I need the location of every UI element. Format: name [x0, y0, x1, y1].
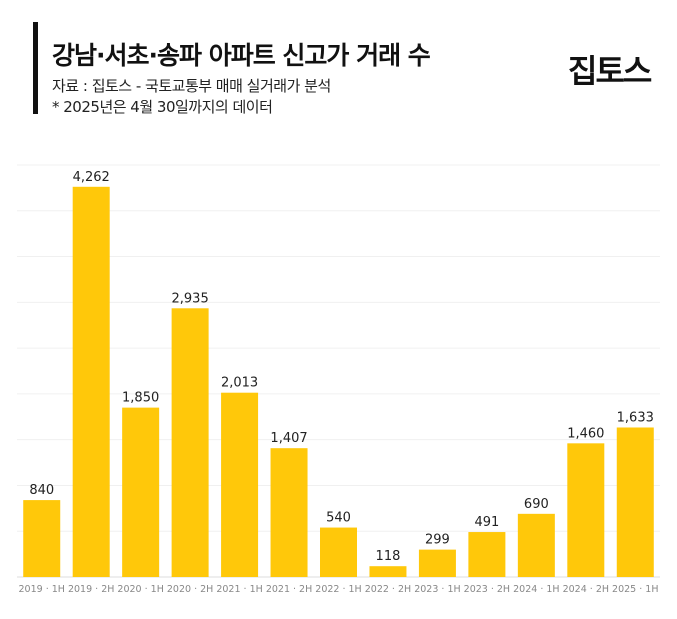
x-tick-label: 2020 · 2H — [167, 584, 213, 595]
bar — [468, 532, 506, 577]
x-tick-label: 2022 · 1H — [315, 584, 361, 595]
data-label: 2,935 — [172, 291, 209, 306]
data-label: 2,013 — [221, 376, 258, 391]
data-label: 491 — [474, 515, 499, 530]
data-label: 540 — [326, 511, 351, 526]
bar — [122, 407, 160, 577]
bar — [72, 186, 110, 577]
bar — [320, 527, 357, 577]
x-tick-label: 2025 · 1H — [612, 584, 658, 595]
x-tick-label: 2019 · 1H — [19, 584, 65, 595]
logo: 집토스 — [568, 52, 652, 90]
bar — [221, 392, 259, 577]
bar — [418, 549, 456, 577]
x-tick-label: 2023 · 1H — [414, 584, 460, 595]
x-tick-label: 2023 · 2H — [464, 584, 510, 595]
bar — [567, 443, 605, 577]
x-tick-label: 2021 · 2H — [266, 584, 312, 595]
note-text: * 2025년은 4월 30일까지의 데이터 — [52, 98, 273, 116]
x-tick-label: 2022 · 2H — [365, 584, 411, 595]
chart-title: 강남·서초·송파 아파트 신고가 거래 수 — [52, 41, 431, 70]
x-tick-label: 2020 · 1H — [117, 584, 163, 595]
title-accent-bar — [33, 22, 38, 114]
x-tick-label: 2024 · 2H — [563, 584, 609, 595]
bar — [23, 500, 61, 577]
data-label: 299 — [425, 533, 450, 548]
x-tick-label: 2019 · 2H — [68, 584, 114, 595]
data-label: 1,407 — [270, 431, 307, 446]
bar — [517, 513, 555, 577]
data-label: 1,633 — [617, 410, 654, 425]
source-text: 자료 : 집토스 - 국토교통부 매매 실거래가 분석 — [52, 77, 331, 95]
x-tick-label: 2024 · 1H — [513, 584, 559, 595]
bar — [171, 308, 209, 577]
bar — [270, 448, 308, 577]
bar — [616, 427, 654, 577]
data-label: 1,460 — [567, 426, 604, 441]
bar — [369, 566, 407, 577]
data-label: 1,850 — [122, 391, 159, 406]
x-tick-label: 2021 · 1H — [216, 584, 262, 595]
data-label: 690 — [524, 497, 549, 512]
data-label: 4,262 — [73, 170, 110, 185]
data-label: 118 — [376, 549, 401, 564]
data-label: 840 — [29, 483, 54, 498]
